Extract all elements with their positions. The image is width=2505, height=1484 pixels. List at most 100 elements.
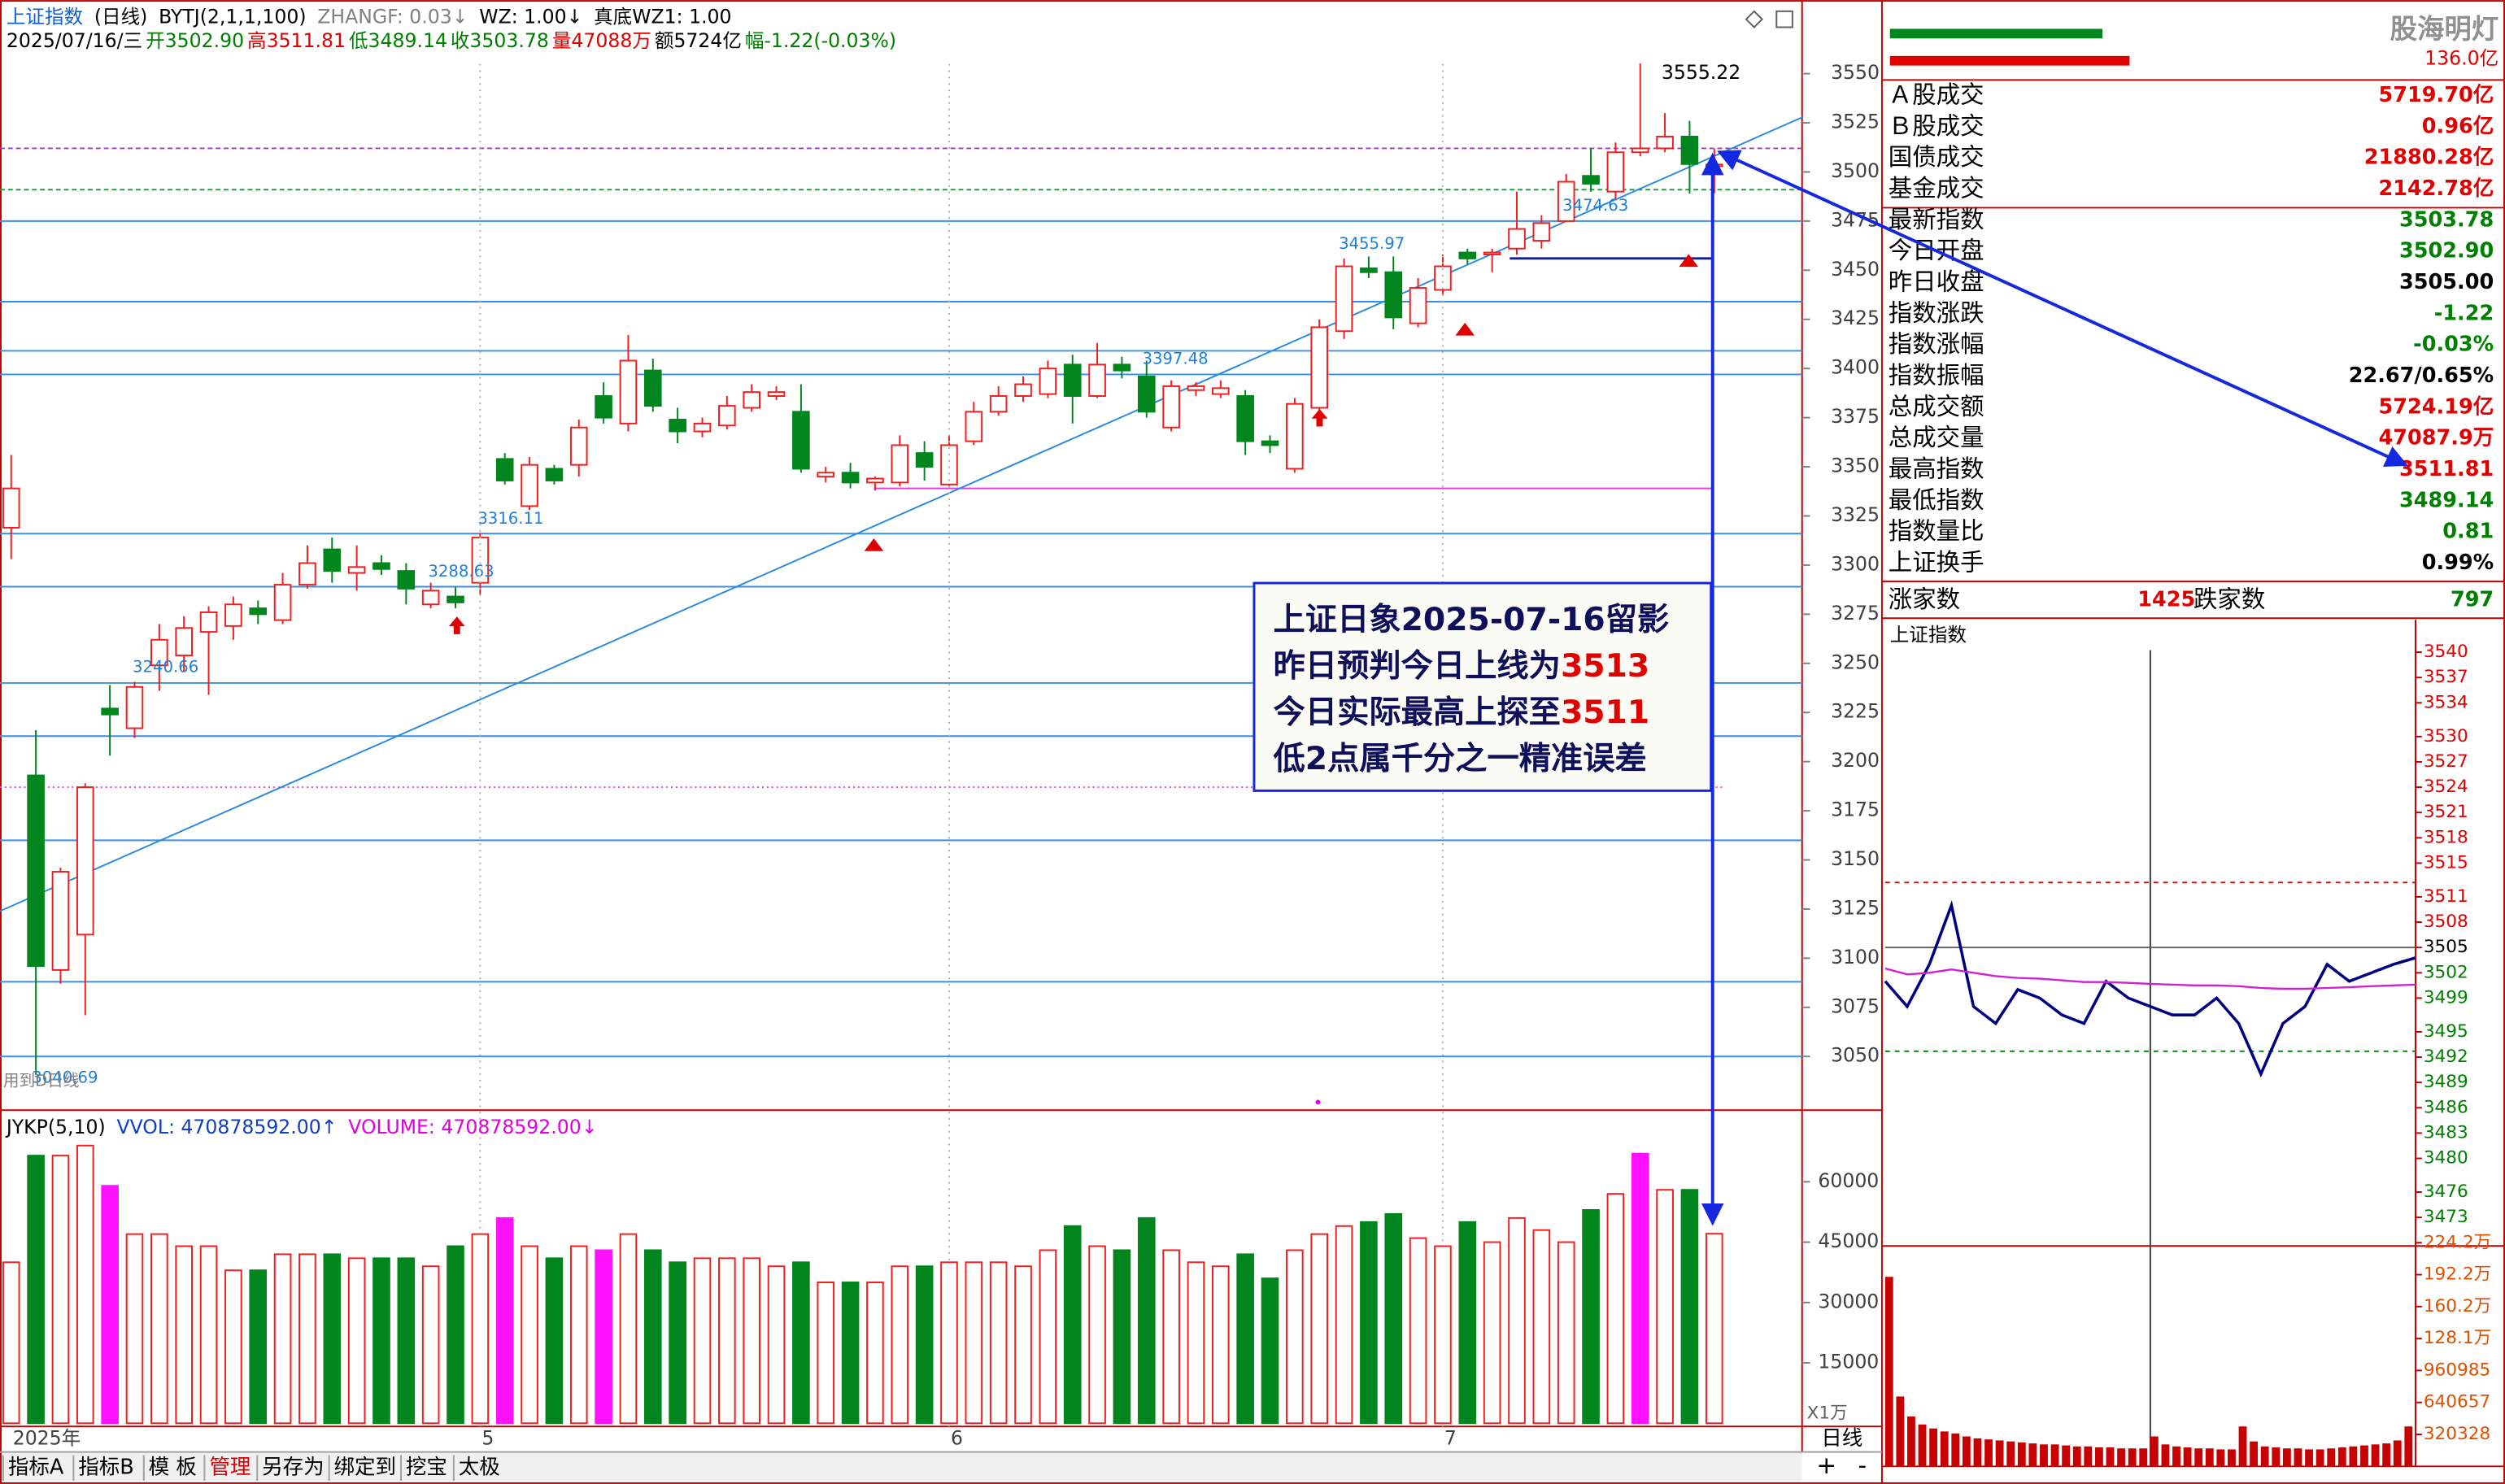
y-tick-label: 192.2万: [2424, 1264, 2491, 1285]
intraday-volume-bar: [2360, 1445, 2368, 1467]
period-button[interactable]: 日线: [1821, 1426, 1862, 1451]
intraday-volume-bar: [2128, 1448, 2137, 1467]
row-value: 3511.81: [2399, 457, 2494, 481]
volume-bar: [1063, 1225, 1082, 1425]
volume-bar: [2, 1261, 20, 1425]
breadth-bar: [1889, 55, 2130, 66]
candle-body: [1680, 135, 1699, 165]
tab[interactable]: 挖宝: [406, 1455, 447, 1479]
volume-bar: [1606, 1193, 1625, 1425]
candle-body: [1458, 251, 1477, 259]
volume-bar: [447, 1245, 464, 1425]
zoom-in[interactable]: +: [1816, 1451, 1836, 1479]
row-value: 21880.28亿: [2364, 146, 2494, 170]
volume-bar: [1286, 1249, 1304, 1425]
header-line: 上证指数 (日线) BYTJ(2,1,1,100) ZHANGF: 0.03↓ WZ: …: [7, 5, 732, 28]
y-tick-label: 3400: [1831, 356, 1880, 379]
row-value: 22.67/0.65%: [2349, 363, 2494, 388]
header-item: BYTJ(2,1,1,100): [159, 5, 306, 28]
signal-triangle: [1679, 254, 1699, 268]
signal-arrow: [448, 616, 465, 634]
header-line: 2025/07/16/三 开3502.90 高3511.81 低3489.14 收350…: [7, 29, 896, 52]
tab[interactable]: 管理: [209, 1455, 250, 1479]
volume-bar: [249, 1269, 268, 1425]
candle-body: [817, 472, 835, 478]
icon[interactable]: [1775, 10, 1793, 28]
zoom-out[interactable]: -: [1858, 1451, 1867, 1479]
y-tick-label: 3515: [2424, 852, 2468, 873]
candle-body: [1508, 228, 1526, 250]
row-label: 最低指数: [1889, 486, 1984, 514]
tab[interactable]: 指标A: [8, 1455, 64, 1479]
tab[interactable]: 太极: [459, 1455, 500, 1479]
intraday-volume-bar: [2349, 1446, 2358, 1467]
y-tick-label: 3425: [1831, 307, 1880, 329]
candle-body: [51, 871, 70, 971]
intraday-volume-bar: [2028, 1443, 2037, 1467]
callout-highlight: 3511: [1561, 694, 1649, 731]
volume-bar: [915, 1265, 934, 1425]
row-value: -1.22: [2434, 301, 2494, 325]
y-tick-label: 960985: [2424, 1360, 2490, 1380]
row-label: 昨日收盘: [1889, 268, 1984, 296]
volume-bar: [1039, 1249, 1057, 1425]
intraday-volume-bar: [2205, 1448, 2214, 1467]
header-item: VVOL: 470878592.00↑: [116, 1115, 337, 1138]
icon[interactable]: [1745, 10, 1763, 28]
candle-body: [372, 562, 390, 570]
volume-bar: [101, 1185, 119, 1425]
y-tick-label: 224.2万: [2424, 1232, 2491, 1252]
tab[interactable]: 另存为: [262, 1455, 325, 1479]
header-item: 2025/07/16/三: [7, 29, 142, 52]
y-tick-label: 3502: [2424, 962, 2468, 982]
volume-bar: [150, 1233, 168, 1425]
breadth-bar: [1889, 28, 2102, 39]
volume-bar: [125, 1233, 144, 1425]
volume-bar: [1335, 1225, 1353, 1425]
y-tick-label: 3075: [1831, 994, 1880, 1017]
intraday-volume-bar: [2183, 1447, 2192, 1467]
volume-bar: [989, 1261, 1008, 1425]
candle-body: [150, 638, 168, 667]
candle-body: [495, 458, 514, 481]
tab[interactable]: 指标B: [78, 1455, 134, 1479]
volume-bar: [1187, 1261, 1205, 1425]
y-tick-label: 320328: [2424, 1424, 2490, 1444]
volume-bar: [1162, 1249, 1180, 1425]
intraday-volume-bar: [1896, 1396, 1905, 1467]
row-label: 基金成交: [1889, 174, 1984, 202]
y-tick-label: 3100: [1831, 946, 1880, 968]
row-value: 5719.70亿: [2379, 83, 2494, 107]
row-value: 2142.78亿: [2379, 176, 2494, 201]
callout-line: 昨日预判今日上线为3513: [1274, 648, 1650, 685]
x-tick-label: 2025年: [13, 1426, 81, 1449]
intraday-volume-bar: [1962, 1436, 1971, 1467]
intraday-volume-bar: [2272, 1447, 2281, 1467]
tab[interactable]: 绑定到: [334, 1455, 397, 1479]
intraday-volume-bar: [2117, 1448, 2125, 1467]
row-label: 上证换手: [1889, 549, 1984, 577]
y-tick-label: 3486: [2424, 1097, 2468, 1117]
y-tick-label: 3375: [1831, 405, 1880, 428]
volume-bar: [1508, 1216, 1526, 1425]
header-item: ZHANGF: 0.03↓: [317, 5, 468, 28]
volume-bar: [1656, 1189, 1674, 1425]
candle-body: [1434, 265, 1452, 291]
volume-bar: [1557, 1241, 1575, 1425]
price-label: 3288.63: [428, 562, 494, 581]
volume-bar: [1680, 1189, 1699, 1425]
price-label: 3240.66: [133, 658, 198, 677]
volume-bar: [569, 1245, 588, 1425]
candle-body: [298, 562, 316, 586]
row-label: 最高指数: [1889, 455, 1984, 483]
candle-body: [323, 548, 342, 572]
tab[interactable]: 模 板: [149, 1455, 197, 1479]
volume-bar: [51, 1155, 70, 1425]
y-tick-label: 30000: [1818, 1290, 1879, 1312]
header-item: 上证指数: [7, 5, 83, 28]
y-tick-label: 3250: [1831, 651, 1880, 673]
y-tick-label: 3534: [2424, 692, 2468, 712]
candle-body: [1187, 385, 1205, 391]
callout-line: 上证日象2025-07-16留影: [1274, 602, 1670, 638]
y-tick-label: 3150: [1831, 847, 1880, 870]
